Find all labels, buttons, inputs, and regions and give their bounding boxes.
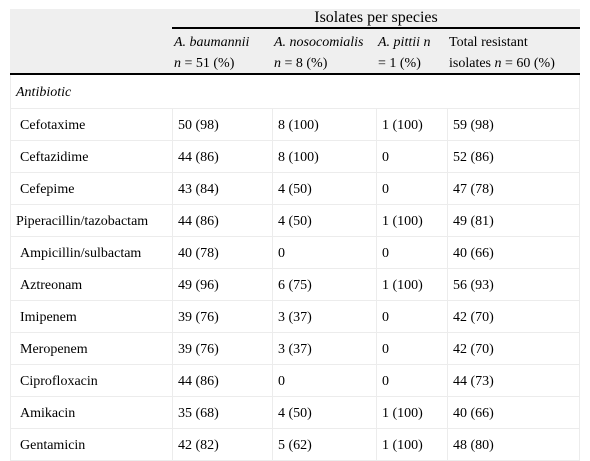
baumannii-cell: 39 (76) [172,301,272,332]
section-label: Antibiotic [10,75,172,108]
section-row: Antibiotic [10,75,580,109]
nosocomialis-cell: 8 (100) [272,109,376,140]
header-total: Total resistant isolates n = 60 (%) [449,35,555,71]
baumannii-cell: 50 (98) [172,109,272,140]
pittii-cell: 1 (100) [376,109,447,140]
table-row: Ceftazidime 44 (86) 8 (100) 0 52 (86) [10,141,580,173]
pittii-cell: 0 [376,365,447,396]
header-group-row: Isolates per species [10,9,580,29]
total-cell: 47 (78) [447,173,580,204]
nosocomialis-cell: 0 [272,237,376,268]
baumannii-cell: 44 (86) [172,365,272,396]
table-row: Gentamicin 42 (82) 5 (62) 1 (100) 48 (80) [10,429,580,461]
baumannii-cell: 39 (76) [172,333,272,364]
nosocomialis-cell: 4 (50) [272,397,376,428]
baumannii-cell: 42 (82) [172,429,272,460]
pittii-cell: 0 [376,333,447,364]
antibiotic-cell: Aztreonam [10,269,172,300]
total-cell: 49 (81) [447,205,580,236]
total-cell: 42 (70) [447,333,580,364]
antibiotic-cell: Cefepime [10,173,172,204]
header-bottom-rule [10,73,580,75]
antibiotic-cell: Meropenem [10,333,172,364]
table-row: Meropenem 39 (76) 3 (37) 0 42 (70) [10,333,580,365]
nosocomialis-cell: 8 (100) [272,141,376,172]
antibiotic-cell: Imipenem [10,301,172,332]
total-cell: 56 (93) [447,269,580,300]
antibiotic-cell: Gentamicin [10,429,172,460]
nosocomialis-cell: 5 (62) [272,429,376,460]
nosocomialis-cell: 6 (75) [272,269,376,300]
table-row: Cefotaxime 50 (98) 8 (100) 1 (100) 59 (98) [10,109,580,141]
pittii-cell: 0 [376,141,447,172]
table-row: Amikacin 35 (68) 4 (50) 1 (100) 40 (66) [10,397,580,429]
antibiotic-cell: Ciprofloxacin [10,365,172,396]
antibiotic-cell: Ceftazidime [10,141,172,172]
baumannii-cell: 43 (84) [172,173,272,204]
baumannii-cell: 35 (68) [172,397,272,428]
header-pittii: A. pittii n = 1 (%) [378,35,431,71]
baumannii-cell: 44 (86) [172,205,272,236]
total-cell: 40 (66) [447,237,580,268]
total-cell: 52 (86) [447,141,580,172]
antibiotic-cell: Piperacillin/tazobactam [10,205,172,236]
antibiotic-cell: Cefotaxime [10,109,172,140]
pittii-cell: 0 [376,301,447,332]
pittii-cell: 0 [376,237,447,268]
table-row: Imipenem 39 (76) 3 (37) 0 42 (70) [10,301,580,333]
pittii-cell: 1 (100) [376,269,447,300]
table-row: Ciprofloxacin 44 (86) 0 0 44 (73) [10,365,580,397]
table-row: Cefepime 43 (84) 4 (50) 0 47 (78) [10,173,580,205]
nosocomialis-cell: 0 [272,365,376,396]
pittii-cell: 1 (100) [376,397,447,428]
baumannii-cell: 49 (96) [172,269,272,300]
baumannii-cell: 44 (86) [172,141,272,172]
nosocomialis-cell: 4 (50) [272,205,376,236]
header-nosocomialis: A. nosocomialis n = 8 (%) [274,35,364,71]
antibiotic-cell: Amikacin [10,397,172,428]
nosocomialis-cell: 3 (37) [272,333,376,364]
group-header-rule [172,27,580,29]
total-cell: 59 (98) [447,109,580,140]
table-row: Piperacillin/tazobactam 44 (86) 4 (50) 1 (1… [10,205,580,237]
header-blank-cell [10,29,172,73]
total-cell: 44 (73) [447,365,580,396]
pittii-cell: 1 (100) [376,429,447,460]
baumannii-cell: 40 (78) [172,237,272,268]
total-cell: 48 (80) [447,429,580,460]
table-row: Ampicillin/sulbactam 40 (78) 0 0 40 (66) [10,237,580,269]
pittii-cell: 0 [376,173,447,204]
table-body: Cefotaxime 50 (98) 8 (100) 1 (100) 59 (98) Ce… [10,109,580,461]
group-header-title: Isolates per species [314,9,438,26]
antibiotic-cell: Ampicillin/sulbactam [10,237,172,268]
total-cell: 40 (66) [447,397,580,428]
header-columns-row: A. baumannii n = 51 (%) A. nosocomialis … [10,29,580,73]
table-row: Aztreonam 49 (96) 6 (75) 1 (100) 56 (93) [10,269,580,301]
total-cell: 42 (70) [447,301,580,332]
pittii-cell: 1 (100) [376,205,447,236]
nosocomialis-cell: 3 (37) [272,301,376,332]
nosocomialis-cell: 4 (50) [272,173,376,204]
header-baumannii: A. baumannii n = 51 (%) [174,35,250,71]
resistance-table: Isolates per species A. baumannii n = 51… [10,9,580,461]
